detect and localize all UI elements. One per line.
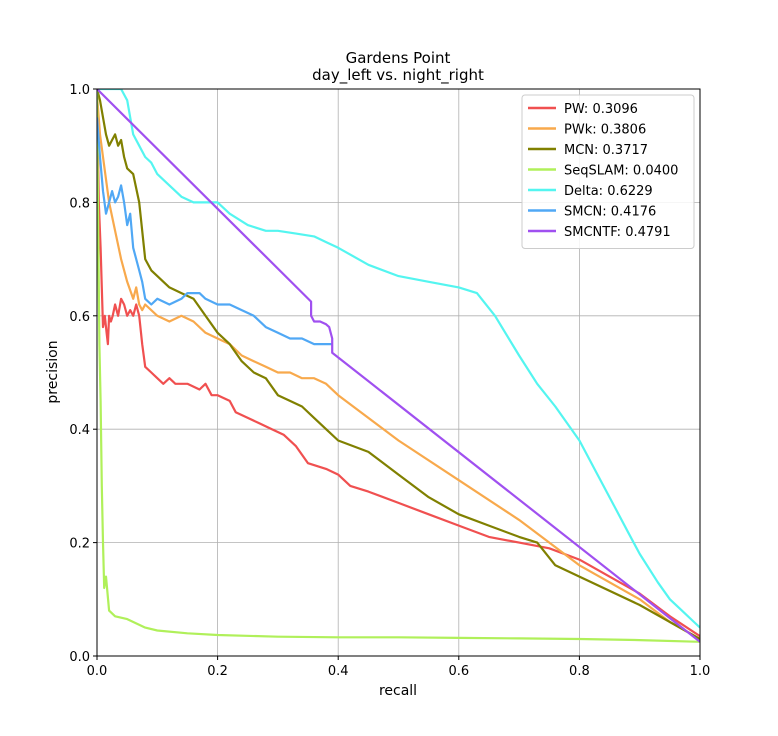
y-axis-label: precision bbox=[45, 340, 61, 403]
y-tick-label: 0.8 bbox=[69, 196, 90, 211]
legend-label: SMCN: 0.4176 bbox=[564, 205, 656, 220]
chart-subtitle: day_left vs. night_right bbox=[312, 66, 484, 85]
x-tick-label: 0.2 bbox=[207, 664, 228, 679]
series-line-5 bbox=[97, 117, 333, 346]
x-tick-label: 0.8 bbox=[569, 664, 590, 679]
x-axis-label: recall bbox=[379, 683, 417, 699]
plot-series bbox=[97, 89, 700, 643]
x-tick-label: 0.0 bbox=[87, 664, 108, 679]
axis-ticks: 0.0 0.2 0.4 0.6 0.8 1.0 0.0 0.2 0.4 0.6 0.8 1.0 bbox=[69, 83, 710, 679]
legend-label: PWk: 0.3806 bbox=[564, 123, 646, 138]
legend-box bbox=[521, 94, 695, 249]
y-tick-label: 1.0 bbox=[69, 83, 90, 98]
y-tick-label: 0.6 bbox=[69, 310, 90, 325]
legend-label: MCN: 0.3717 bbox=[564, 143, 648, 158]
x-tick-label: 1.0 bbox=[690, 664, 711, 679]
chart-title: Gardens Point bbox=[346, 49, 451, 67]
series-line-4 bbox=[97, 89, 700, 629]
y-tick-label: 0.2 bbox=[69, 537, 90, 552]
y-tick-label: 0.0 bbox=[69, 650, 90, 665]
x-tick-label: 0.6 bbox=[448, 664, 469, 679]
legend-label: SMCNTF: 0.4791 bbox=[564, 225, 671, 240]
series-line-1 bbox=[97, 94, 700, 640]
legend-label: SeqSLAM: 0.0400 bbox=[564, 164, 678, 179]
legend-label: Delta: 0.6229 bbox=[564, 184, 653, 199]
series-line-2 bbox=[97, 89, 700, 640]
x-tick-label: 0.4 bbox=[328, 664, 349, 679]
legend: PW: 0.3096 PWk: 0.3806 MCN: 0.3717 SeqSLAM:… bbox=[521, 94, 695, 249]
series-line-3 bbox=[97, 89, 700, 643]
plot-frame bbox=[96, 88, 701, 657]
series-line-0 bbox=[97, 94, 700, 638]
legend-label: PW: 0.3096 bbox=[564, 102, 638, 117]
y-tick-label: 0.4 bbox=[69, 423, 90, 438]
series-line-6 bbox=[97, 89, 700, 643]
